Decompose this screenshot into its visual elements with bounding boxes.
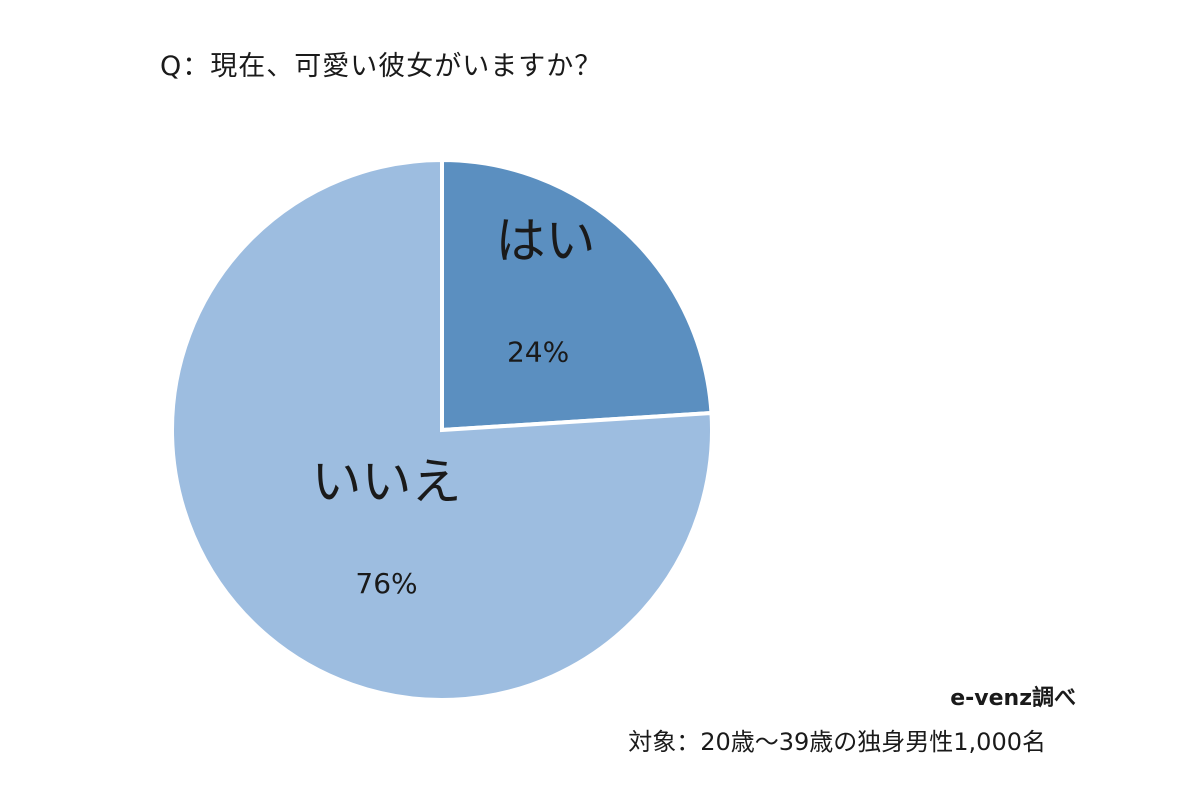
slice-value-yes: 24% (507, 336, 569, 369)
survey-note: 対象：20歳〜39歳の独身男性1,000名 (628, 728, 1046, 756)
slice-label-yes: はい (496, 212, 596, 270)
slice-label-no: いいえ (312, 453, 462, 511)
pie-slice-no (170, 157, 714, 702)
source-credit: e-venz調べ (950, 686, 1076, 711)
pie-slice-yes (440, 157, 714, 433)
slice-value-no: 76% (355, 567, 417, 600)
chart-title: Q：現在、可愛い彼女がいますか？ (160, 51, 603, 82)
